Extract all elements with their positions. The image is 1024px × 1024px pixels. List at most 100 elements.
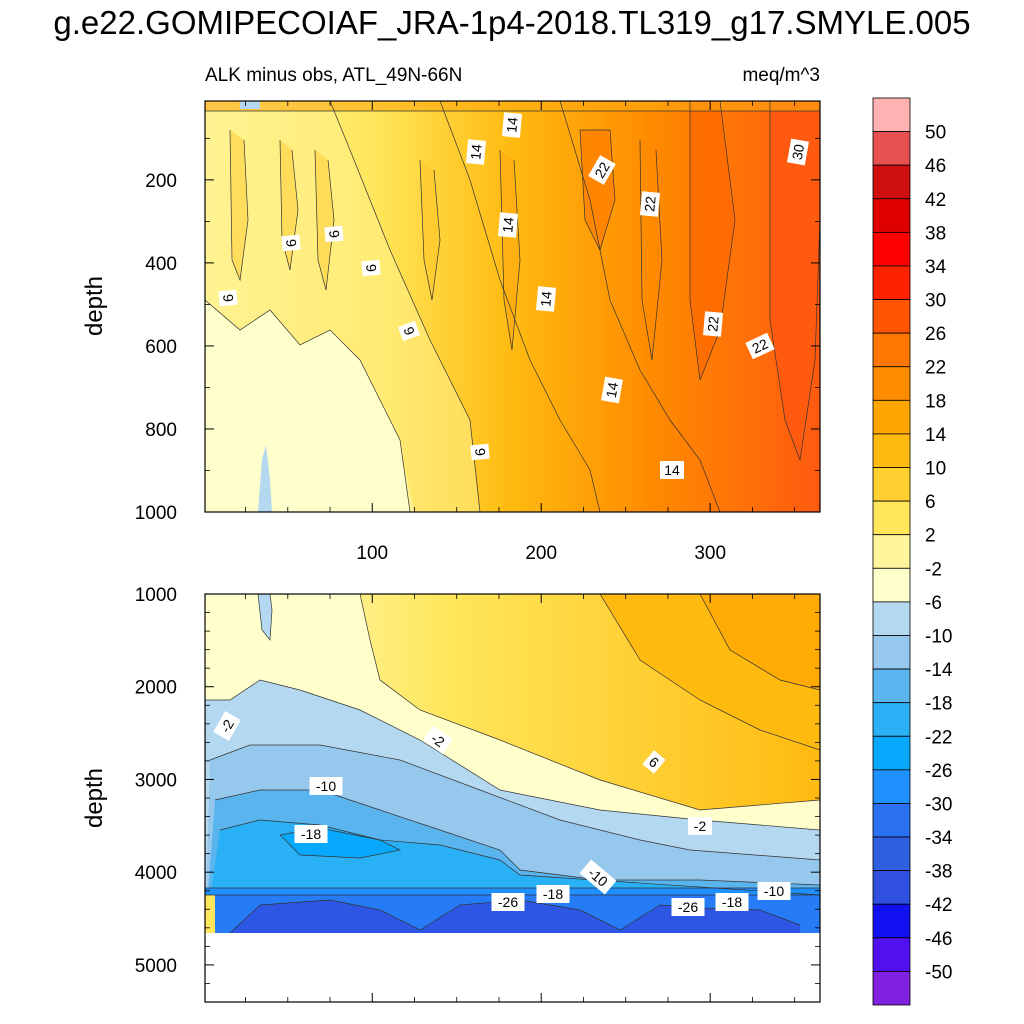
colorbar-swatch	[872, 735, 911, 771]
x-tick-label: 100	[356, 543, 388, 564]
contour-label-bg	[470, 443, 490, 461]
contour-label: -18	[536, 885, 570, 903]
contour-label: -18	[715, 893, 749, 911]
colorbar-label: -22	[925, 727, 952, 748]
contour-label: 22	[588, 155, 616, 185]
contour-label-bg	[465, 139, 487, 165]
contour-label-text: 22	[750, 335, 771, 356]
x-tick-label: 300	[694, 543, 726, 564]
bottom-panel-field	[205, 594, 820, 933]
contour-label-bg	[579, 859, 617, 895]
colorbar-label: -26	[925, 761, 952, 782]
contour-label-text: -26	[678, 899, 698, 915]
colorbar-swatch	[872, 937, 911, 972]
contour-label: 14	[501, 112, 523, 138]
contour-label: 14	[535, 286, 557, 312]
colorbar-swatch	[872, 231, 911, 267]
colorbar-swatch	[872, 668, 911, 704]
contour-label-text: 30	[789, 143, 807, 161]
top-y-axis-label: depth	[81, 276, 108, 336]
colorbar-label: -42	[925, 895, 952, 916]
contour-label-bg	[218, 289, 238, 307]
colorbar-swatch	[872, 903, 911, 939]
colorbar-swatch	[872, 567, 911, 603]
colorbar-label: -46	[925, 929, 952, 950]
contour-label: 22	[702, 311, 724, 337]
contour-label-bg	[787, 138, 809, 166]
colorbar-swatch	[872, 971, 911, 1006]
top-y-tick-label: 1000	[135, 503, 177, 524]
contour-label-text: -26	[498, 894, 518, 910]
colorbar-label: -30	[925, 794, 952, 815]
colorbar-swatch	[872, 467, 911, 502]
colorbar-swatch	[872, 803, 911, 838]
contour-label-bg	[294, 825, 328, 843]
contour-label: 14	[601, 376, 623, 404]
contour-label-text: 14	[603, 381, 621, 399]
contour-label: 14	[465, 139, 487, 165]
colorbar-label: 42	[925, 190, 946, 211]
colorbar-label: 22	[925, 358, 946, 379]
contour-label: -26	[671, 898, 705, 916]
contour-label-text: -18	[722, 894, 742, 910]
colorbar-swatch	[872, 702, 911, 737]
x-tick-label: 200	[525, 543, 557, 564]
contour-label-bg	[491, 893, 525, 911]
contour-label: 6	[470, 443, 490, 461]
contour-label-text: 14	[503, 116, 520, 133]
contour-label-text: 22	[704, 315, 721, 332]
contour-label-bg	[423, 725, 453, 755]
contour-label-text: 14	[537, 290, 554, 307]
contour-label-bg	[671, 898, 705, 916]
contour-label-bg	[324, 225, 344, 243]
contour-label-bg	[688, 817, 712, 835]
colorbar-swatch	[872, 500, 911, 536]
contour-label-text: 22	[591, 159, 613, 181]
contour-label: -2	[423, 725, 453, 755]
colorbar-label: -34	[925, 828, 953, 849]
contour-label-bg	[213, 711, 241, 741]
bottom-y-tick-label: 2000	[135, 678, 177, 699]
contour-label-bg	[535, 286, 557, 312]
contour-label-text: 6	[283, 238, 300, 247]
colorbar-label: 26	[925, 324, 946, 345]
contour-label-bg	[715, 893, 749, 911]
contour-label-bg	[702, 311, 724, 337]
colorbar-label: -38	[925, 862, 952, 883]
top-y-tick-label: 800	[145, 420, 177, 441]
contour-label-bg	[642, 750, 666, 774]
colorbar-label: 2	[925, 526, 936, 547]
colorbar-swatch	[872, 399, 911, 435]
contour-label: 14	[497, 212, 519, 238]
top-panel-frame	[204, 100, 821, 513]
contour-label: -18	[294, 825, 328, 843]
contour-label-bg	[397, 320, 421, 342]
contour-label: -2	[688, 817, 712, 835]
contour-label-bg	[309, 777, 343, 795]
contour-label-text: 14	[664, 462, 680, 478]
bottom-y-axis-label: depth	[81, 768, 108, 828]
colorbar-swatch	[872, 635, 911, 670]
colorbar-label: 18	[925, 391, 946, 412]
contour-label: 22	[639, 191, 661, 217]
colorbar-label: -18	[925, 694, 952, 715]
contour-label-bg	[745, 332, 775, 360]
colorbar-label: -6	[925, 593, 942, 614]
colorbar-swatch	[872, 836, 911, 872]
contour-label-bg	[588, 155, 616, 185]
colorbar-swatch	[872, 366, 911, 401]
contour-label-text: -2	[694, 818, 707, 834]
contour-label: -10	[757, 882, 791, 900]
contour-label: 6	[642, 750, 666, 774]
contour-label-text: -10	[316, 778, 336, 794]
colorbar-swatch	[872, 164, 911, 200]
colorbar-swatch	[872, 534, 911, 569]
colorbar-swatch	[872, 131, 911, 166]
colorbar-label: 38	[925, 223, 946, 244]
contour-label-bg	[757, 882, 791, 900]
contour-label: 6	[324, 225, 344, 243]
top-y-tick-label: 600	[145, 337, 177, 358]
colorbar-label: 6	[925, 492, 936, 513]
contour-label-bg	[601, 376, 623, 404]
